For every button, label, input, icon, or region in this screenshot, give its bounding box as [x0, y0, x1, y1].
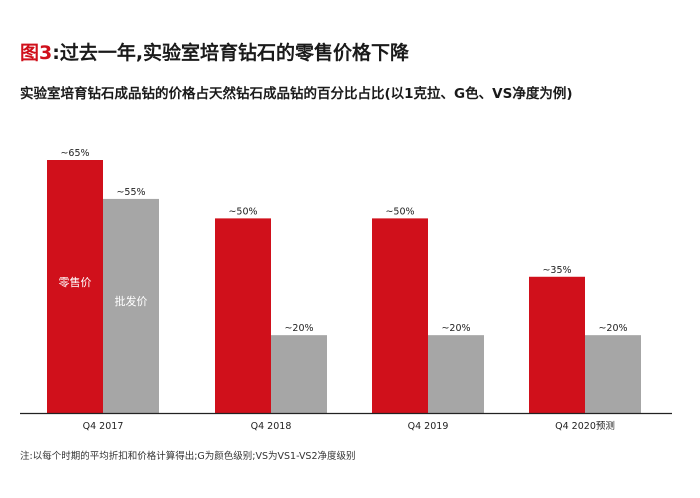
chart-subtitle: 实验室培育钻石成品钻的价格占天然钻石成品钻的百分比占比(以1克拉、G色、VS净度…	[20, 86, 573, 102]
x-tick-label: Q4 2020预测	[555, 421, 615, 432]
title-text: :过去一年,实验室培育钻石的零售价格下降	[52, 42, 410, 64]
bar-retail	[372, 218, 428, 413]
series-label: 批发价	[115, 294, 148, 308]
bar-chart: ~65% 零售价 ~55% 批发价 Q4 2017 ~50% ~20% Q4 2018 ~50%…	[20, 148, 672, 432]
figure-label: 图3	[20, 42, 53, 64]
data-label: ~50%	[228, 206, 257, 217]
x-tick-label: Q4 2019	[408, 421, 449, 432]
data-label: ~65%	[60, 148, 89, 159]
bar-wholesale	[585, 335, 641, 413]
series-label: 零售价	[59, 275, 92, 289]
data-label: ~50%	[385, 206, 414, 217]
bar-retail	[47, 160, 103, 413]
data-label: ~20%	[284, 323, 313, 334]
x-tick-label: Q4 2017	[83, 421, 124, 432]
bar-wholesale	[103, 198, 159, 413]
footnote: 注:以每个时期的平均折扣和价格计算得出;G为颜色级别;VS为VS1-VS2净度级…	[20, 451, 356, 462]
x-tick-label: Q4 2018	[251, 421, 292, 432]
data-label: ~20%	[441, 323, 470, 334]
data-label: ~35%	[542, 265, 571, 276]
bar-retail	[215, 218, 271, 413]
data-label: ~20%	[598, 323, 627, 334]
bar-wholesale	[271, 335, 327, 413]
data-label: ~55%	[116, 187, 145, 198]
bar-retail	[529, 276, 585, 413]
chart-title: 图3:过去一年,实验室培育钻石的零售价格下降	[20, 38, 409, 65]
bar-wholesale	[428, 335, 484, 413]
